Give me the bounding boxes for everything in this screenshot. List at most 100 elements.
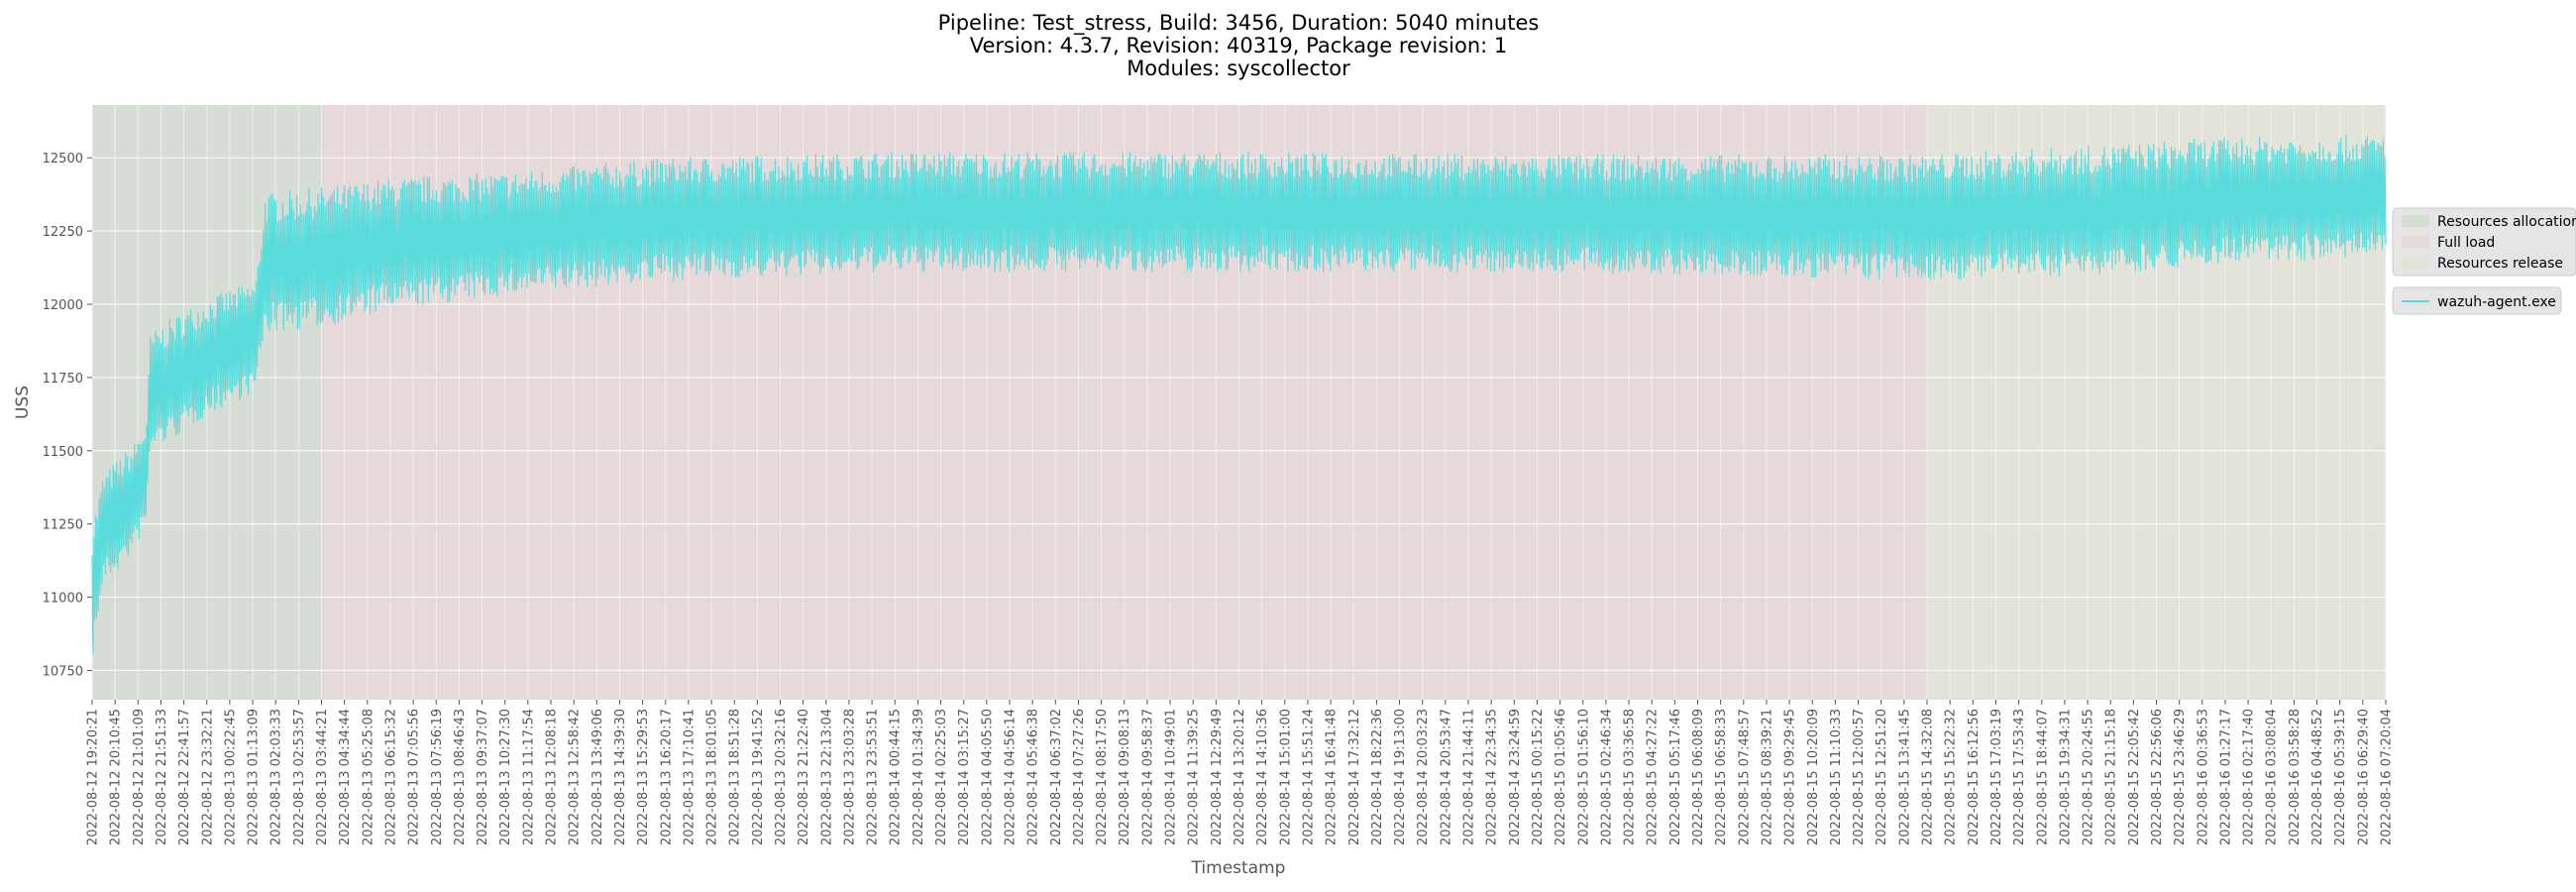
y-tick-label: 11000 bbox=[43, 592, 83, 607]
x-tick-label: 2022-08-14 14:10:36 bbox=[1255, 709, 1270, 845]
y-tick-label: 10750 bbox=[43, 664, 83, 679]
x-tick-label: 2022-08-15 01:56:10 bbox=[1576, 709, 1591, 845]
x-tick-label: 2022-08-13 09:37:07 bbox=[476, 709, 490, 845]
x-tick-label: 2022-08-13 07:05:56 bbox=[407, 709, 422, 845]
x-tick-label: 2022-08-13 12:08:18 bbox=[545, 709, 560, 845]
x-tick-label: 2022-08-15 23:46:29 bbox=[2173, 709, 2188, 845]
x-tick-label: 2022-08-13 01:13:09 bbox=[247, 709, 262, 845]
x-tick-label: 2022-08-14 06:37:02 bbox=[1049, 709, 1064, 845]
x-tick-label: 2022-08-16 01:27:17 bbox=[2218, 709, 2233, 845]
x-tick-label: 2022-08-16 02:17:40 bbox=[2242, 709, 2257, 845]
x-tick-label: 2022-08-15 05:17:46 bbox=[1668, 709, 1683, 845]
x-tick-label: 2022-08-13 20:32:16 bbox=[774, 709, 789, 845]
x-axis-ticks: 2022-08-12 19:20:21 2022-08-12 20:10:45 20… bbox=[86, 700, 2395, 845]
x-tick-label: 2022-08-15 17:53:43 bbox=[2012, 709, 2027, 845]
x-tick-label: 2022-08-14 07:27:26 bbox=[1072, 709, 1087, 845]
x-tick-label: 2022-08-14 08:17:50 bbox=[1095, 709, 1110, 845]
x-tick-label: 2022-08-13 11:17:54 bbox=[521, 709, 536, 845]
y-tick-label: 11500 bbox=[43, 445, 83, 460]
legend-phases-box bbox=[2392, 207, 2576, 277]
x-tick-label: 2022-08-16 03:08:04 bbox=[2265, 709, 2280, 845]
x-tick-label: 2022-08-15 11:10:33 bbox=[1829, 709, 1844, 845]
x-tick-label: 2022-08-15 06:08:09 bbox=[1691, 709, 1706, 845]
series-line-0 bbox=[91, 134, 2387, 654]
x-tick-label: 2022-08-14 09:58:37 bbox=[1140, 709, 1155, 845]
x-tick-label: 2022-08-13 18:51:28 bbox=[728, 709, 743, 845]
x-tick-label: 2022-08-15 00:15:22 bbox=[1531, 709, 1546, 845]
x-tick-label: 2022-08-16 03:58:28 bbox=[2288, 709, 2303, 845]
x-tick-label: 2022-08-14 16:41:48 bbox=[1325, 709, 1340, 845]
x-tick-label: 2022-08-14 13:20:12 bbox=[1233, 709, 1247, 845]
x-tick-label: 2022-08-15 22:05:42 bbox=[2127, 709, 2142, 845]
x-tick-label: 2022-08-13 07:56:19 bbox=[430, 709, 445, 845]
x-tick-label: 2022-08-16 06:29:40 bbox=[2356, 709, 2371, 845]
x-tick-label: 2022-08-16 00:36:53 bbox=[2196, 709, 2210, 845]
x-tick-label: 2022-08-15 13:41:45 bbox=[1897, 709, 1912, 845]
x-tick-label: 2022-08-12 21:51:33 bbox=[155, 709, 169, 845]
x-tick-label: 2022-08-14 19:13:00 bbox=[1393, 709, 1408, 845]
x-tick-label: 2022-08-15 12:00:57 bbox=[1852, 709, 1867, 845]
x-tick-label: 2022-08-13 23:03:28 bbox=[843, 709, 858, 845]
x-tick-label: 2022-08-14 22:34:35 bbox=[1485, 709, 1500, 845]
x-tick-label: 2022-08-14 20:03:23 bbox=[1416, 709, 1431, 845]
x-tick-label: 2022-08-16 07:20:04 bbox=[2380, 709, 2395, 845]
x-tick-label: 2022-08-14 18:22:36 bbox=[1370, 709, 1385, 845]
y-tick-label: 12500 bbox=[43, 152, 83, 167]
x-tick-label: 2022-08-13 12:58:42 bbox=[568, 709, 583, 845]
x-tick-label: 2022-08-13 13:49:06 bbox=[590, 709, 605, 845]
x-tick-label: 2022-08-14 04:05:50 bbox=[980, 709, 995, 845]
x-tick-label: 2022-08-14 15:51:24 bbox=[1302, 709, 1317, 845]
x-tick-label: 2022-08-14 03:15:27 bbox=[957, 709, 972, 845]
x-tick-label: 2022-08-13 18:01:05 bbox=[705, 709, 720, 845]
y-tick-label: 12000 bbox=[43, 298, 83, 313]
x-tick-label: 2022-08-13 08:46:43 bbox=[453, 709, 468, 845]
y-axis-label: USS bbox=[13, 386, 33, 419]
legend-phase-swatch bbox=[2402, 215, 2429, 227]
x-tick-label: 2022-08-12 21:01:09 bbox=[132, 709, 147, 845]
x-tick-label: 2022-08-14 23:24:59 bbox=[1508, 709, 1523, 845]
x-tick-label: 2022-08-14 00:44:15 bbox=[889, 709, 904, 845]
x-tick-label: 2022-08-14 21:44:11 bbox=[1462, 709, 1477, 845]
x-tick-label: 2022-08-13 05:25:08 bbox=[361, 709, 376, 845]
x-tick-label: 2022-08-16 05:39:15 bbox=[2333, 709, 2348, 845]
x-tick-label: 2022-08-15 18:44:07 bbox=[2035, 709, 2050, 845]
x-tick-label: 2022-08-13 19:41:52 bbox=[751, 709, 766, 845]
x-tick-label: 2022-08-16 04:48:52 bbox=[2310, 709, 2325, 845]
x-tick-label: 2022-08-14 12:29:49 bbox=[1210, 709, 1225, 845]
y-tick-label: 12250 bbox=[43, 225, 83, 240]
x-tick-label: 2022-08-12 22:41:57 bbox=[177, 709, 192, 845]
x-tick-label: 2022-08-15 08:39:21 bbox=[1761, 709, 1775, 845]
x-tick-label: 2022-08-14 04:56:14 bbox=[1004, 709, 1019, 845]
x-tick-label: 2022-08-15 15:22:32 bbox=[1944, 709, 1959, 845]
x-tick-label: 2022-08-15 21:15:18 bbox=[2104, 709, 2119, 845]
x-tick-label: 2022-08-13 00:22:45 bbox=[223, 709, 238, 845]
x-tick-label: 2022-08-14 09:08:13 bbox=[1118, 709, 1132, 845]
legend-series-label: wazuh-agent.exe bbox=[2437, 294, 2556, 310]
legend-phase-label: Resources release bbox=[2437, 256, 2563, 272]
x-tick-label: 2022-08-13 23:53:51 bbox=[866, 709, 881, 845]
x-tick-label: 2022-08-15 10:20:09 bbox=[1806, 709, 1821, 845]
x-tick-label: 2022-08-13 10:27:30 bbox=[498, 709, 513, 845]
x-axis-label: Timestamp bbox=[1191, 858, 1286, 878]
legend-phase-label: Resources allocation bbox=[2437, 214, 2576, 230]
x-tick-label: 2022-08-14 10:49:01 bbox=[1164, 709, 1179, 845]
x-tick-label: 2022-08-13 02:53:57 bbox=[292, 709, 307, 845]
x-tick-label: 2022-08-15 19:34:31 bbox=[2058, 709, 2073, 845]
x-tick-label: 2022-08-13 04:34:44 bbox=[338, 709, 353, 845]
y-axis-ticks: 10750 11000 11250 11500 11750 12000 12250 12500 bbox=[43, 152, 92, 679]
x-tick-label: 2022-08-15 03:36:58 bbox=[1623, 709, 1638, 845]
x-tick-label: 2022-08-14 15:01:00 bbox=[1278, 709, 1293, 845]
x-tick-label: 2022-08-13 21:22:40 bbox=[797, 709, 811, 845]
x-tick-label: 2022-08-14 20:53:47 bbox=[1439, 709, 1453, 845]
y-tick-label: 11250 bbox=[43, 518, 83, 533]
x-tick-label: 2022-08-12 20:10:45 bbox=[109, 709, 124, 845]
legend-phase-label: Full load bbox=[2437, 235, 2495, 251]
legend-phase-swatch bbox=[2402, 257, 2429, 269]
x-tick-label: 2022-08-15 12:51:20 bbox=[1875, 709, 1889, 845]
x-tick-label: 2022-08-14 05:46:38 bbox=[1026, 709, 1041, 845]
x-tick-label: 2022-08-12 23:32:21 bbox=[200, 709, 215, 845]
x-tick-label: 2022-08-14 11:39:25 bbox=[1187, 709, 1202, 845]
x-tick-label: 2022-08-15 14:32:08 bbox=[1921, 709, 1936, 845]
y-tick-label: 11750 bbox=[43, 372, 83, 387]
